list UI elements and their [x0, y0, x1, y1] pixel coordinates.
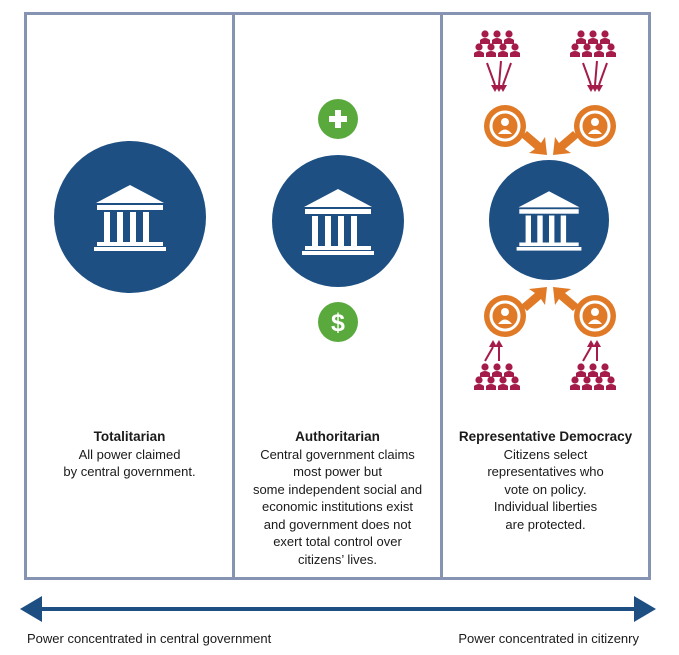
- column-description: Central government claims most power but…: [252, 446, 423, 567]
- column-text: Representative Democracy Citizens select…: [443, 428, 648, 533]
- column-text: Totalitarian All power claimed by centra…: [27, 428, 232, 481]
- government-circle: [54, 141, 206, 293]
- person-badge-icon: [572, 103, 618, 149]
- person-badge-icon: [572, 293, 618, 339]
- column-title: Representative Democracy: [458, 429, 633, 444]
- democracy-graphic: [443, 15, 618, 415]
- svg-text:$: $: [331, 309, 345, 337]
- government-circle: [272, 155, 404, 287]
- column-title: Authoritarian: [295, 429, 380, 444]
- people-group-icon: [474, 363, 520, 390]
- arrow-icon: [521, 131, 579, 311]
- column-representative-democracy: Representative Democracy Citizens select…: [440, 15, 648, 577]
- column-authoritarian: $ Authoritarian Central government claim…: [232, 15, 440, 577]
- column-description: Citizens select representatives who vote…: [487, 446, 604, 532]
- citizen-vote-arrows: [484, 60, 608, 362]
- power-scale-arrow: [20, 596, 656, 622]
- people-group-icon: [570, 30, 616, 57]
- right-arrowhead: [634, 596, 656, 622]
- person-badge-icon: [482, 103, 528, 149]
- scale-left-label: Power concentrated in central government: [27, 631, 272, 646]
- citizen-arrowheads: [489, 85, 603, 347]
- column-title: Totalitarian: [93, 429, 166, 444]
- authoritarian-graphic: $: [272, 99, 404, 342]
- totalitarian-graphic: [54, 141, 206, 293]
- plus-icon: [318, 99, 358, 139]
- people-group-icon: [474, 30, 520, 57]
- person-badge-icon: [482, 293, 528, 339]
- column-description: All power claimed by central government.: [63, 446, 196, 480]
- column-totalitarian: Totalitarian All power claimed by centra…: [27, 15, 232, 577]
- government-circle: [489, 160, 609, 280]
- left-arrowhead: [20, 596, 42, 622]
- scale-right-label: Power concentrated in citizenry: [458, 631, 639, 646]
- dollar-sign-icon: $: [318, 302, 358, 342]
- column-text: Authoritarian Central government claims …: [235, 428, 440, 568]
- people-group-icon: [570, 363, 616, 390]
- diagram-frame: Totalitarian All power claimed by centra…: [24, 12, 651, 580]
